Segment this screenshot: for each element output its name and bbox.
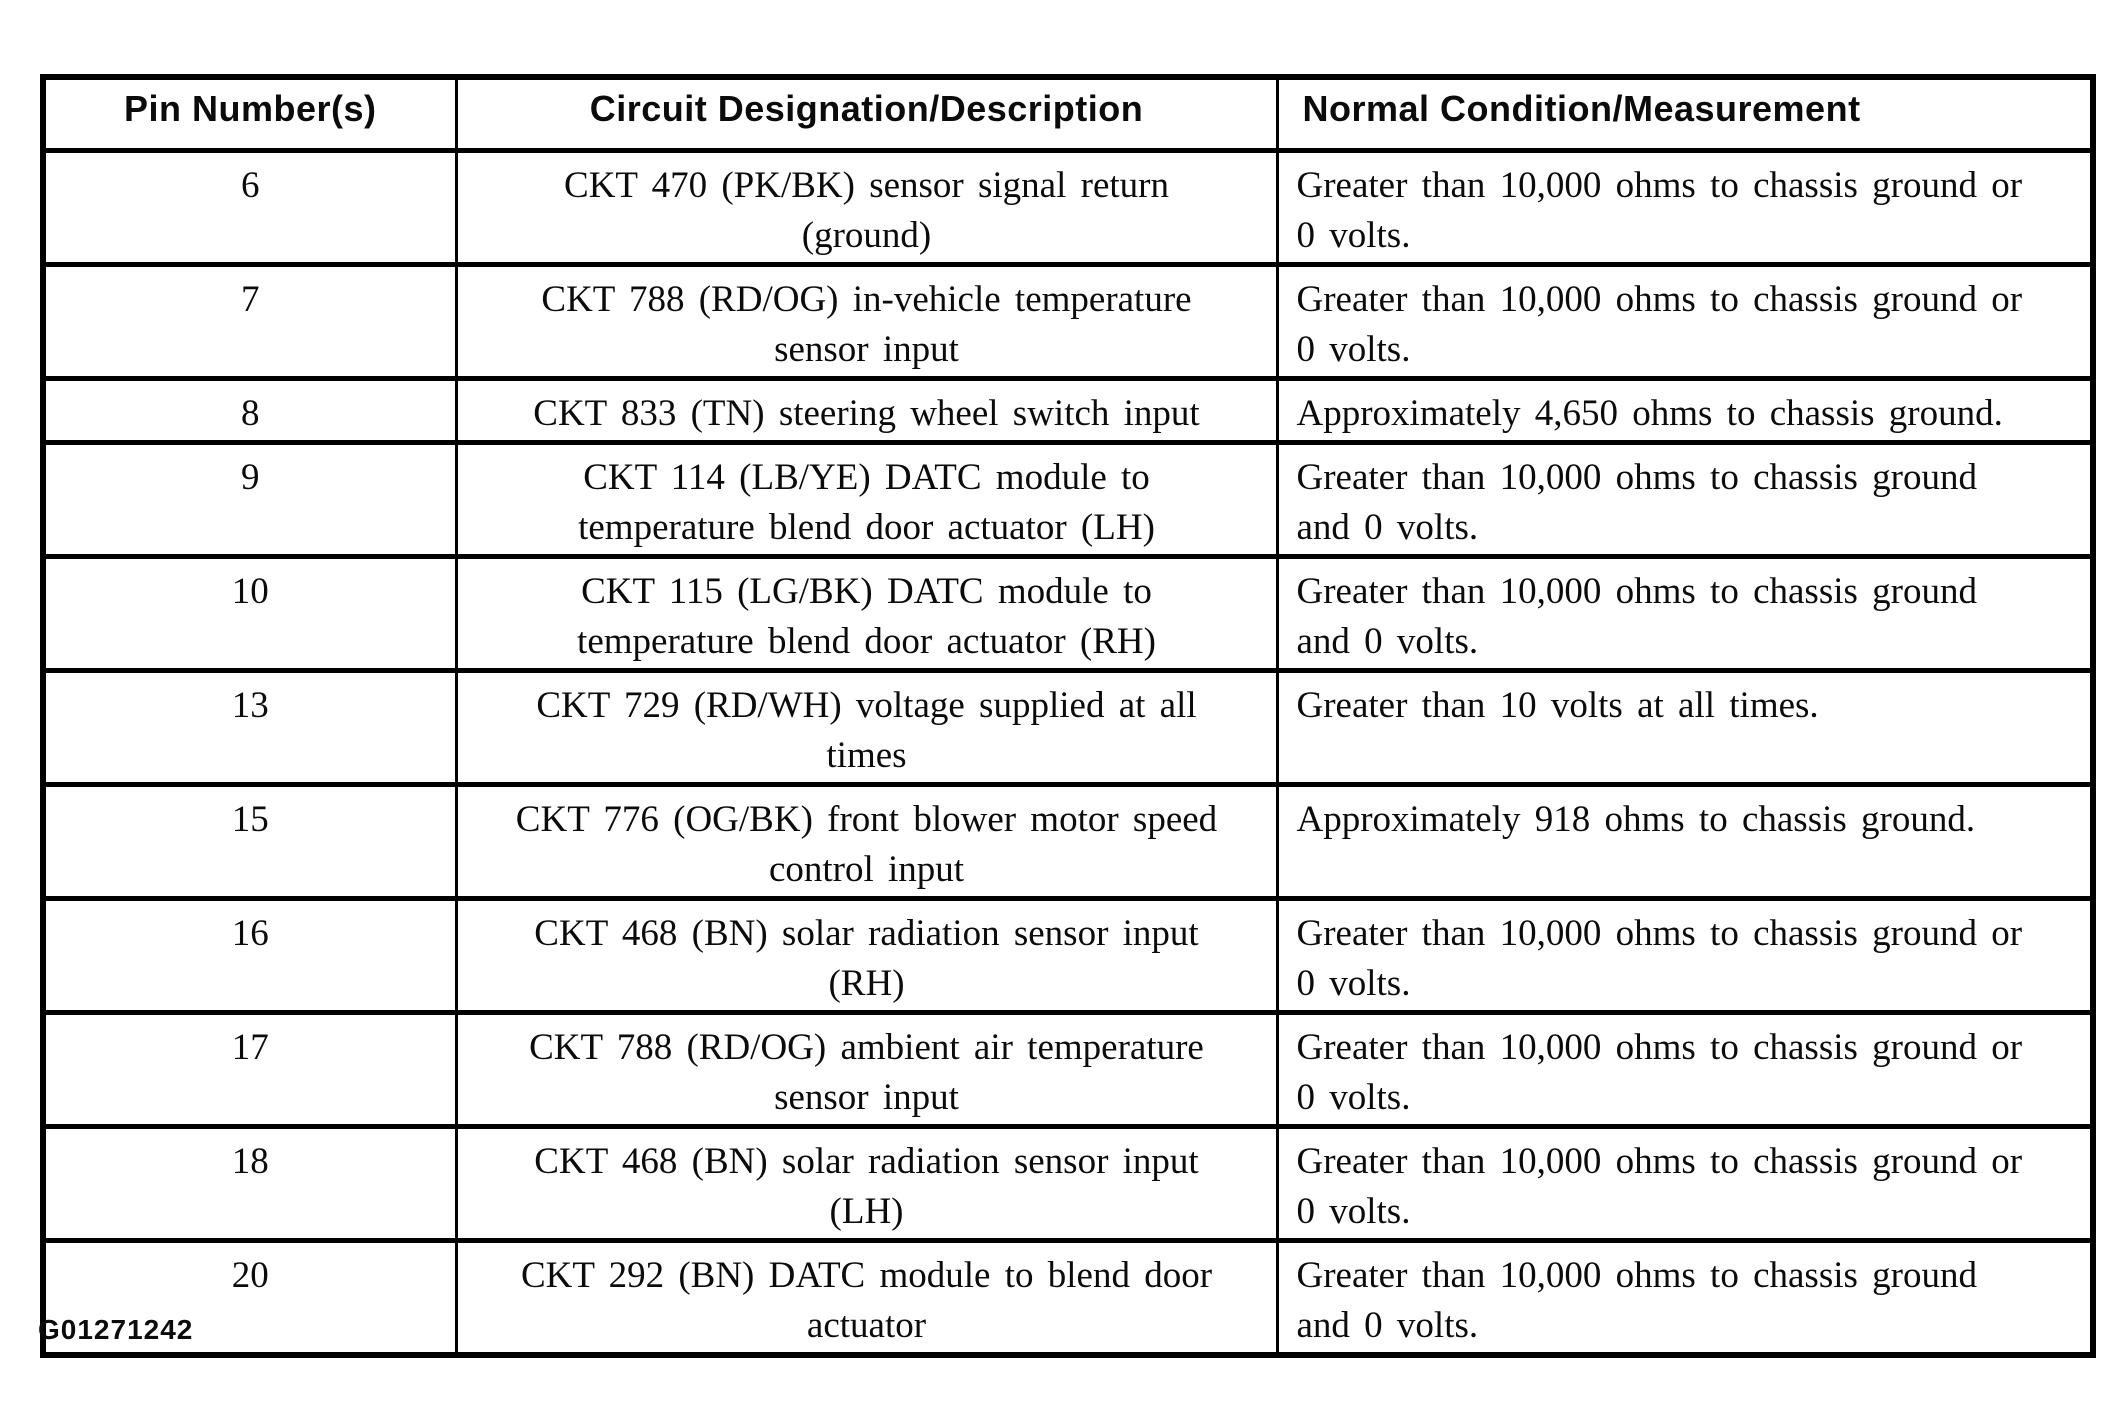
table-header-row: Pin Number(s) Circuit Designation/Descri…: [41, 74, 2095, 153]
pin-number-cell: 15: [41, 782, 458, 901]
circuit-description-cell: CKT 833 (TN) steering wheel switch input: [454, 376, 1279, 445]
table-row: 9 CKT 114 (LB/YE) DATC module to tempera…: [41, 440, 2095, 559]
circuit-description-cell: CKT 729 (RD/WH) voltage supplied at all …: [454, 668, 1279, 787]
circuit-description-cell: CKT 468 (BN) solar radiation sensor inpu…: [454, 1124, 1279, 1243]
circuit-description-cell: CKT 292 (BN) DATC module to blend door a…: [454, 1238, 1279, 1358]
normal-condition-cell: Approximately 4,650 ohms to chassis grou…: [1275, 376, 2095, 445]
table-row: 10 CKT 115 (LG/BK) DATC module to temper…: [41, 554, 2095, 673]
circuit-description-cell: CKT 470 (PK/BK) sensor signal return (gr…: [454, 148, 1279, 267]
table-row: 15 CKT 776 (OG/BK) front blower motor sp…: [41, 782, 2095, 901]
column-header-circuit-designation: Circuit Designation/Description: [454, 74, 1279, 153]
table-row: 16 CKT 468 (BN) solar radiation sensor i…: [41, 896, 2095, 1015]
normal-condition-cell: Greater than 10,000 ohms to chassis grou…: [1275, 1010, 2095, 1129]
pin-number-cell: 7: [41, 262, 458, 381]
table-row: 17 CKT 788 (RD/OG) ambient air temperatu…: [41, 1010, 2095, 1129]
table-row: 20 CKT 292 (BN) DATC module to blend doo…: [41, 1238, 2095, 1358]
table-row: 6 CKT 470 (PK/BK) sensor signal return (…: [41, 148, 2095, 267]
circuit-description-cell: CKT 114 (LB/YE) DATC module to temperatu…: [454, 440, 1279, 559]
normal-condition-cell: Greater than 10,000 ohms to chassis grou…: [1275, 554, 2095, 673]
pin-number-cell: 10: [41, 554, 458, 673]
column-header-normal-condition: Normal Condition/Measurement: [1275, 74, 2095, 153]
pin-number-cell: 9: [41, 440, 458, 559]
normal-condition-cell: Greater than 10,000 ohms to chassis grou…: [1275, 1238, 2095, 1358]
table-row: 7 CKT 788 (RD/OG) in-vehicle temperature…: [41, 262, 2095, 381]
normal-condition-cell: Greater than 10,000 ohms to chassis grou…: [1275, 440, 2095, 559]
normal-condition-cell: Greater than 10,000 ohms to chassis grou…: [1275, 262, 2095, 381]
pin-number-cell: 6: [41, 148, 458, 267]
circuit-description-cell: CKT 115 (LG/BK) DATC module to temperatu…: [454, 554, 1279, 673]
table-row: 13 CKT 729 (RD/WH) voltage supplied at a…: [41, 668, 2095, 787]
normal-condition-cell: Approximately 918 ohms to chassis ground…: [1275, 782, 2095, 901]
pin-specification-table: Pin Number(s) Circuit Designation/Descri…: [40, 74, 2096, 1358]
column-header-pin-numbers: Pin Number(s): [41, 74, 458, 153]
figure-id-label: G01271242: [38, 1314, 194, 1345]
table-row: 18 CKT 468 (BN) solar radiation sensor i…: [41, 1124, 2095, 1243]
pin-number-cell: 18: [41, 1124, 458, 1243]
table-row: 8 CKT 833 (TN) steering wheel switch inp…: [41, 376, 2095, 445]
pin-number-cell: 8: [41, 376, 458, 445]
normal-condition-cell: Greater than 10 volts at all times.: [1275, 668, 2095, 787]
normal-condition-cell: Greater than 10,000 ohms to chassis grou…: [1275, 896, 2095, 1015]
table-body: 6 CKT 470 (PK/BK) sensor signal return (…: [41, 148, 2095, 1358]
normal-condition-cell: Greater than 10,000 ohms to chassis grou…: [1275, 148, 2095, 267]
circuit-description-cell: CKT 788 (RD/OG) ambient air temperature …: [454, 1010, 1279, 1129]
circuit-description-cell: CKT 788 (RD/OG) in-vehicle temperature s…: [454, 262, 1279, 381]
pin-number-cell: 17: [41, 1010, 458, 1129]
pin-number-cell: 13: [41, 668, 458, 787]
circuit-description-cell: CKT 776 (OG/BK) front blower motor speed…: [454, 782, 1279, 901]
pin-number-cell: 16: [41, 896, 458, 1015]
pin-number-cell: 20: [41, 1238, 458, 1358]
circuit-description-cell: CKT 468 (BN) solar radiation sensor inpu…: [454, 896, 1279, 1015]
normal-condition-cell: Greater than 10,000 ohms to chassis grou…: [1275, 1124, 2095, 1243]
